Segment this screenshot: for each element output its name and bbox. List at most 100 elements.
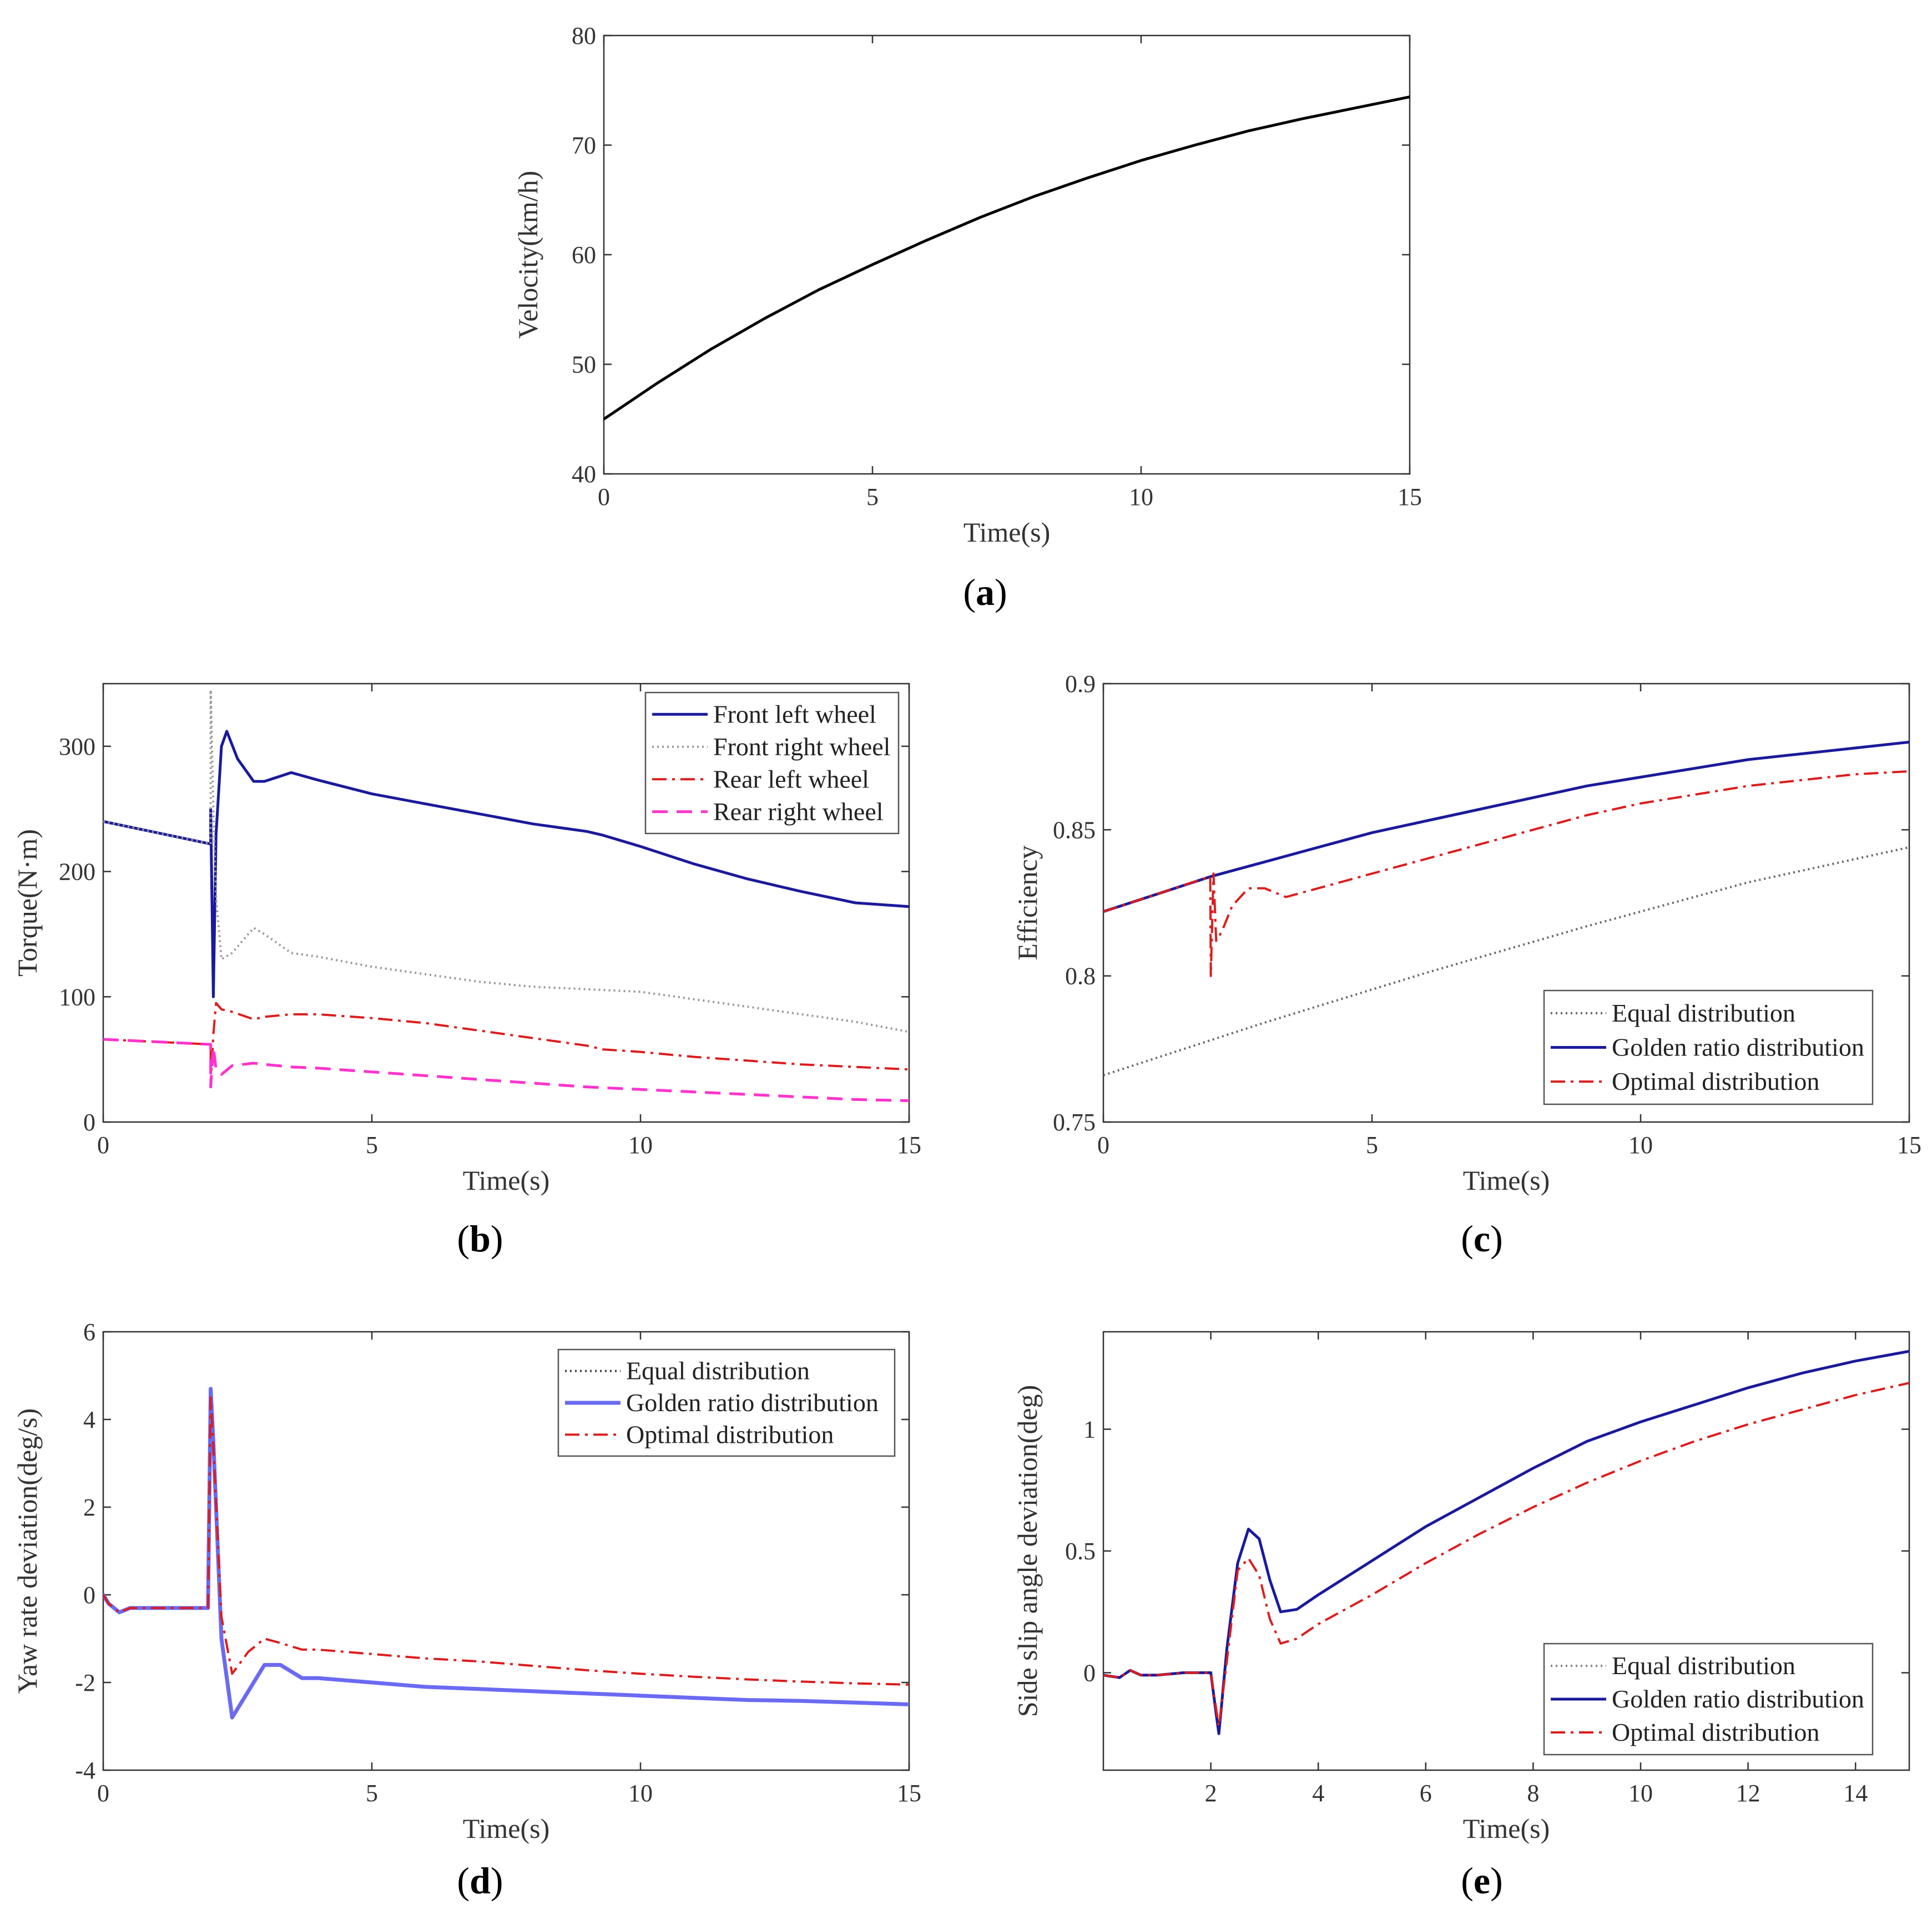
series-line-golden-ratio-distribution [103, 1387, 909, 1720]
panel-e-label: (e) [1461, 1860, 1503, 1902]
y-axis-label: Yaw rate deviation(deg/s) [12, 1408, 43, 1694]
panel-d-label: (d) [457, 1860, 503, 1902]
y-tick-label: 50 [572, 351, 596, 378]
legend: Equal distribution Golden ratio distribut… [557, 1348, 896, 1457]
x-tick-label: 6 [1420, 1780, 1432, 1807]
legend: Front left wheel Front right wheel Rear le… [644, 691, 900, 835]
side-slip-plot-area: 2 4 6 8 10 12 14 0 0.5 1 Time(s) Side slip angle de… [1012, 1331, 1910, 1844]
axes-frame [102, 1331, 910, 1771]
y-tick-label: 60 [572, 241, 596, 269]
legend-entry-label: Golden ratio distribution [626, 1388, 879, 1417]
series-line-optimal-distribution [1103, 770, 1909, 977]
y-tick-label: 0.75 [1053, 1109, 1096, 1136]
axes-frame [102, 683, 910, 1123]
x-tick-label: 15 [897, 1131, 921, 1159]
y-tick-label: 0.85 [1053, 816, 1096, 843]
x-tick-label: 8 [1527, 1780, 1539, 1807]
legend-entry-label: Rear left wheel [713, 765, 869, 793]
x-tick-label: 15 [1897, 1131, 1921, 1159]
y-tick-label: 80 [572, 22, 596, 49]
legend-entry-label: Equal distribution [1612, 999, 1795, 1027]
x-tick-label: 15 [1398, 483, 1422, 511]
x-tick-label: 10 [628, 1780, 653, 1807]
y-tick-label: 40 [572, 461, 596, 488]
panel-a-velocity: 0 5 10 15 40 50 60 70 80 Time(s) Velocity(km/h) (a… [512, 22, 1422, 613]
y-axis-label: Side slip angle deviation(deg) [1012, 1385, 1043, 1717]
panel-a-label: (a) [963, 571, 1007, 613]
x-tick-label: 5 [866, 483, 879, 511]
x-tick-label: 5 [366, 1780, 378, 1807]
y-tick-label: 1 [1083, 1416, 1096, 1443]
panel-b-torque: 0 5 10 15 0 100 200 300 Time(s) Torque(N·m) Front … [12, 683, 921, 1260]
x-axis-label: Time(s) [1463, 1813, 1550, 1844]
series-line-velocity [604, 95, 1410, 421]
legend-entry-label: Golden ratio distribution [1612, 1685, 1864, 1713]
x-tick-label: 5 [366, 1131, 378, 1159]
x-tick-label: 10 [1628, 1131, 1653, 1159]
y-tick-label: 0 [1083, 1659, 1096, 1686]
y-tick-label: 200 [59, 858, 95, 886]
x-axis-label: Time(s) [463, 1165, 550, 1196]
x-axis-label: Time(s) [463, 1813, 550, 1844]
legend-entry-label: Equal distribution [626, 1357, 810, 1385]
series-line-front-left-wheel [103, 730, 909, 998]
panel-e-side-slip: 2 4 6 8 10 12 14 0 0.5 1 Time(s) Side slip angle de… [1012, 1331, 1910, 1902]
x-tick-label: 12 [1736, 1780, 1761, 1807]
x-tick-label: 15 [897, 1780, 921, 1807]
x-tick-label: 10 [1628, 1780, 1653, 1807]
panel-b-label: (b) [457, 1217, 503, 1260]
legend: Equal distribution Golden ratio distribut… [1543, 989, 1874, 1105]
series-line-equal-distribution [1103, 846, 1909, 1077]
y-tick-label: 300 [59, 733, 95, 760]
efficiency-plot-area: 0 5 10 15 0.75 0.8 0.85 0.9 Time(s) Efficiency Equ… [1012, 670, 1921, 1196]
legend-entry-label: Optimal distribution [1612, 1067, 1819, 1095]
series-line-rear-right-wheel [103, 1038, 909, 1103]
legend-entry-label: Front left wheel [713, 700, 876, 728]
x-tick-label: 10 [1129, 483, 1153, 511]
y-tick-label: 0.9 [1065, 670, 1096, 698]
series-line-optimal-distribution [1103, 1382, 1909, 1727]
y-tick-label: 0 [83, 1581, 95, 1609]
legend-entry-label: Optimal distribution [626, 1420, 834, 1448]
y-tick-label: 0 [83, 1109, 95, 1136]
y-tick-label: -2 [75, 1669, 95, 1696]
x-axis-label: Time(s) [964, 517, 1051, 548]
y-axis-label: Efficiency [1012, 845, 1043, 960]
x-tick-label: 14 [1843, 1780, 1868, 1807]
legend-entry-label: Rear right wheel [713, 797, 884, 826]
y-tick-label: 6 [83, 1318, 95, 1346]
x-tick-label: 0 [1097, 1131, 1109, 1159]
y-tick-label: 100 [59, 983, 95, 1010]
y-axis-label: Velocity(km/h) [512, 171, 543, 339]
yaw-rate-plot-area: 0 5 10 15 -4 -2 0 2 4 6 Time(s) Yaw rate deviation(… [12, 1318, 921, 1844]
legend-entry-label: Golden ratio distribution [1612, 1033, 1864, 1062]
y-tick-label: 2 [83, 1494, 95, 1521]
y-tick-label: -4 [75, 1757, 95, 1784]
x-axis-label: Time(s) [1463, 1165, 1550, 1196]
x-tick-label: 0 [97, 1780, 109, 1807]
torque-plot-area: 0 5 10 15 0 100 200 300 Time(s) Torque(N·m) Front … [12, 683, 921, 1196]
velocity-plot-area: 0 5 10 15 40 50 60 70 80 Time(s) Velocity(km/h) [512, 22, 1422, 548]
series-line-golden-ratio-distribution [1103, 740, 1909, 913]
panel-c-label: (c) [1461, 1217, 1503, 1260]
x-tick-label: 10 [628, 1131, 653, 1159]
y-tick-label: 0.5 [1065, 1538, 1096, 1565]
y-tick-label: 0.8 [1065, 963, 1096, 990]
panel-c-efficiency: 0 5 10 15 0.75 0.8 0.85 0.9 Time(s) Efficiency Equ… [1012, 670, 1921, 1260]
panel-d-yaw-rate: 0 5 10 15 -4 -2 0 2 4 6 Time(s) Yaw rate deviation(… [12, 1318, 921, 1902]
legend-entry-label: Optimal distribution [1612, 1718, 1819, 1746]
x-tick-label: 0 [598, 483, 610, 511]
x-tick-label: 0 [97, 1131, 109, 1159]
legend-entry-label: Front right wheel [713, 732, 890, 761]
legend: Equal distribution Golden ratio distribut… [1543, 1643, 1874, 1756]
y-tick-label: 70 [572, 132, 596, 159]
legend-box [644, 691, 900, 835]
x-tick-label: 2 [1205, 1780, 1217, 1807]
x-tick-label: 5 [1366, 1131, 1378, 1159]
x-tick-label: 4 [1312, 1780, 1324, 1807]
y-tick-label: 4 [83, 1406, 95, 1433]
axes-frame [1102, 683, 1910, 1123]
legend-entry-label: Equal distribution [1612, 1651, 1795, 1680]
y-axis-label: Torque(N·m) [12, 829, 43, 977]
